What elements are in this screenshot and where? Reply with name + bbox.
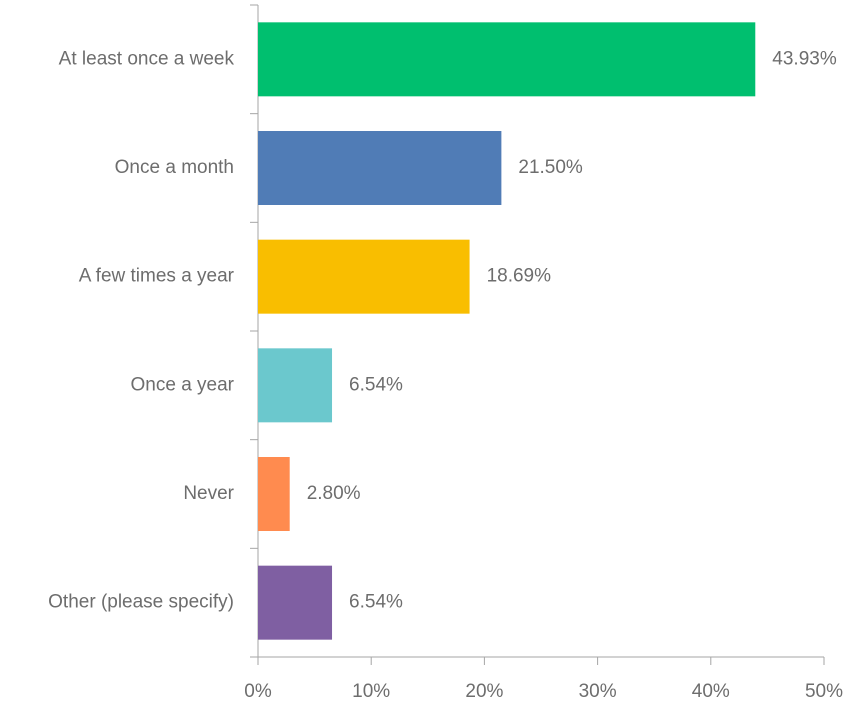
value-label: 6.54% xyxy=(349,374,403,395)
x-tick-label: 20% xyxy=(465,681,503,702)
bar xyxy=(258,348,333,423)
category-label: Other (please specify) xyxy=(48,592,234,613)
value-label: 21.50% xyxy=(518,157,583,178)
x-tick-label: 10% xyxy=(352,681,390,702)
value-label: 2.80% xyxy=(307,483,361,504)
category-label: Never xyxy=(183,483,234,504)
bar xyxy=(258,22,756,97)
category-label: At least once a week xyxy=(59,48,235,69)
category-label: Once a month xyxy=(115,157,234,178)
category-label: A few times a year xyxy=(79,266,235,287)
value-label: 6.54% xyxy=(349,592,403,613)
x-tick-label: 0% xyxy=(244,681,272,702)
value-label: 43.93% xyxy=(772,48,837,69)
bar xyxy=(258,457,290,531)
x-tick-label: 40% xyxy=(692,681,730,702)
bar xyxy=(258,131,502,205)
x-tick-label: 30% xyxy=(579,681,617,702)
bar xyxy=(258,565,333,640)
x-tick-label: 50% xyxy=(805,681,843,702)
value-label: 18.69% xyxy=(487,266,552,287)
category-label: Once a year xyxy=(131,374,235,395)
bar xyxy=(258,239,470,314)
